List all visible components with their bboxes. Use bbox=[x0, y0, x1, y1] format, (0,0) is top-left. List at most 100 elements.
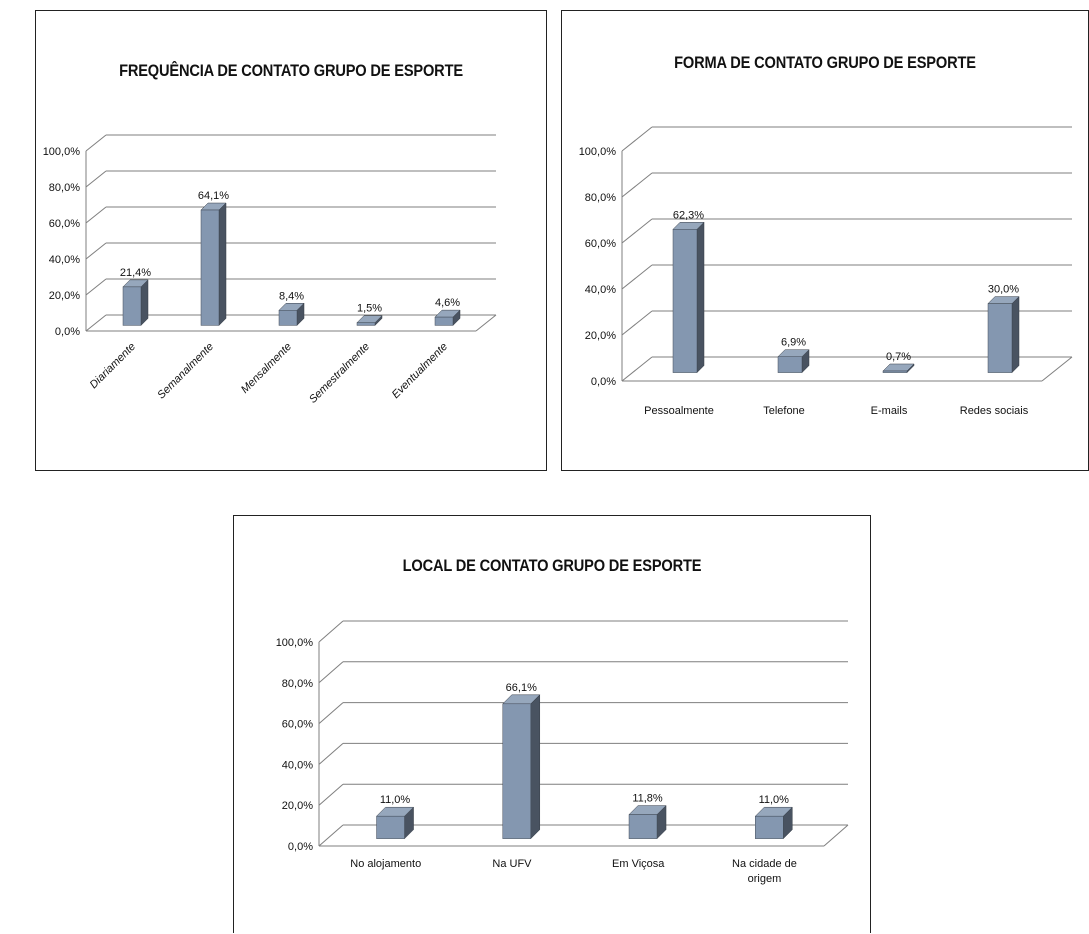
data-label: 1,5% bbox=[357, 303, 382, 315]
y-tick-label: 40,0% bbox=[282, 759, 313, 771]
y-tick-label: 20,0% bbox=[49, 290, 80, 302]
category-label: No alojamento bbox=[350, 858, 421, 870]
bar-front bbox=[356, 322, 376, 326]
category-label: Pessoalmente bbox=[644, 405, 714, 417]
y-tick-label: 0,0% bbox=[55, 326, 80, 338]
bar bbox=[122, 279, 149, 327]
chart-title: LOCAL DE CONTATO GRUPO DE ESPORTE bbox=[402, 556, 702, 575]
data-label: 66,1% bbox=[506, 682, 537, 694]
bar bbox=[278, 302, 305, 327]
category-label-line: Pessoalmente bbox=[644, 405, 714, 417]
category-label: Eventualmente bbox=[390, 341, 450, 401]
y-tick-label: 100,0% bbox=[579, 146, 617, 158]
y-tick-label: 40,0% bbox=[49, 254, 80, 266]
data-label: 0,7% bbox=[886, 351, 911, 363]
bar-front bbox=[882, 370, 908, 373]
chart-plot-frequencia: 0,0% 20,0% 40,0% 60,0% 80,0% 100,0% 21,4% Diari… bbox=[43, 134, 497, 406]
bar bbox=[777, 349, 810, 374]
bar-front bbox=[434, 316, 454, 326]
data-label: 4,6% bbox=[435, 297, 460, 309]
chart-panel-local: LOCAL DE CONTATO GRUPO DE ESPORTE 0,0% 20… bbox=[233, 515, 871, 933]
bar-front bbox=[628, 814, 658, 839]
data-label: 62,3% bbox=[673, 209, 704, 221]
category-label: Semestralmente bbox=[307, 341, 372, 406]
category-label: Telefone bbox=[763, 405, 805, 417]
gridline-diagonal bbox=[85, 278, 107, 296]
category-label-line: origem bbox=[748, 873, 782, 885]
y-tick-label: 80,0% bbox=[49, 182, 80, 194]
floor-right-edge bbox=[823, 824, 849, 847]
category-label: Diariamente bbox=[88, 341, 138, 391]
gridline-diagonal bbox=[85, 206, 107, 224]
floor-right-edge bbox=[1041, 356, 1073, 382]
category-label-line: Redes sociais bbox=[960, 405, 1029, 417]
gridline-diagonal bbox=[621, 218, 653, 244]
gridline-diagonal bbox=[318, 702, 344, 724]
chart-title: FORMA DE CONTATO GRUPO DE ESPORTE bbox=[674, 53, 976, 72]
bar-front bbox=[376, 815, 405, 839]
data-label: 64,1% bbox=[198, 190, 229, 202]
bar bbox=[882, 363, 915, 374]
gridline-diagonal bbox=[85, 170, 107, 188]
data-label: 11,0% bbox=[380, 794, 411, 806]
y-tick-label: 0,0% bbox=[591, 376, 616, 388]
bar-front bbox=[987, 303, 1013, 373]
y-tick-label: 20,0% bbox=[585, 330, 616, 342]
bar-front bbox=[278, 310, 298, 326]
chart-title: FREQUÊNCIA DE CONTATO GRUPO DE ESPORTE bbox=[119, 61, 463, 80]
bar bbox=[754, 806, 793, 840]
category-label: Mensalmente bbox=[239, 341, 294, 396]
bar bbox=[502, 694, 541, 840]
category-label: Semanalmente bbox=[155, 341, 216, 402]
category-label: Na UFV bbox=[492, 858, 532, 870]
gridline-diagonal bbox=[85, 134, 107, 152]
category-label: Em Viçosa bbox=[612, 858, 665, 870]
bar-side bbox=[696, 221, 705, 374]
chart-plot-local: 0,0% 20,0% 40,0% 60,0% 80,0% 100,0% 11,0% No al… bbox=[276, 620, 849, 885]
bar-front bbox=[777, 356, 803, 373]
gridline-diagonal bbox=[621, 264, 653, 290]
bar-front bbox=[755, 815, 784, 839]
y-tick-label: 60,0% bbox=[282, 719, 313, 731]
bar-side bbox=[1011, 295, 1020, 374]
y-tick-label: 80,0% bbox=[282, 678, 313, 690]
data-label: 21,4% bbox=[120, 267, 151, 279]
data-label: 6,9% bbox=[781, 337, 806, 349]
gridline-diagonal bbox=[318, 620, 344, 643]
chart-plot-forma: 0,0% 20,0% 40,0% 60,0% 80,0% 100,0% 62,3% Pesso… bbox=[579, 126, 1073, 417]
y-tick-label: 0,0% bbox=[288, 841, 313, 853]
y-tick-label: 80,0% bbox=[585, 192, 616, 204]
category-label: Redes sociais bbox=[960, 405, 1029, 417]
y-tick-label: 40,0% bbox=[585, 284, 616, 296]
gridline-diagonal bbox=[85, 242, 107, 260]
y-tick-label: 100,0% bbox=[276, 637, 314, 649]
gridline-diagonal bbox=[621, 172, 653, 198]
bar-front bbox=[200, 209, 220, 326]
gridline-diagonal bbox=[318, 783, 344, 806]
y-tick-label: 100,0% bbox=[43, 146, 81, 158]
gridline-diagonal bbox=[621, 126, 653, 152]
bar bbox=[375, 806, 415, 840]
gridline-diagonal bbox=[318, 824, 344, 847]
chart-panel-forma: FORMA DE CONTATO GRUPO DE ESPORTE 0,0% 20… bbox=[561, 10, 1089, 471]
category-label-line: E-mails bbox=[871, 405, 908, 417]
bar-side bbox=[140, 279, 149, 327]
gridline-diagonal bbox=[85, 314, 107, 332]
bar bbox=[434, 309, 461, 327]
bar bbox=[987, 295, 1020, 374]
category-label-line: No alojamento bbox=[350, 858, 421, 870]
category-label-line: Na cidade de bbox=[732, 858, 797, 870]
y-tick-label: 20,0% bbox=[282, 800, 313, 812]
gridline-diagonal bbox=[621, 310, 653, 336]
bar bbox=[628, 804, 667, 840]
bar-front bbox=[502, 703, 532, 839]
bar bbox=[356, 315, 383, 327]
data-label: 30,0% bbox=[988, 284, 1019, 296]
category-label-line: Na UFV bbox=[492, 858, 532, 870]
y-tick-label: 60,0% bbox=[49, 218, 80, 230]
data-label: 11,8% bbox=[632, 793, 663, 805]
bar-front bbox=[672, 229, 698, 373]
bar bbox=[200, 202, 227, 327]
category-label: E-mails bbox=[871, 405, 908, 417]
gridline-diagonal bbox=[621, 356, 653, 382]
